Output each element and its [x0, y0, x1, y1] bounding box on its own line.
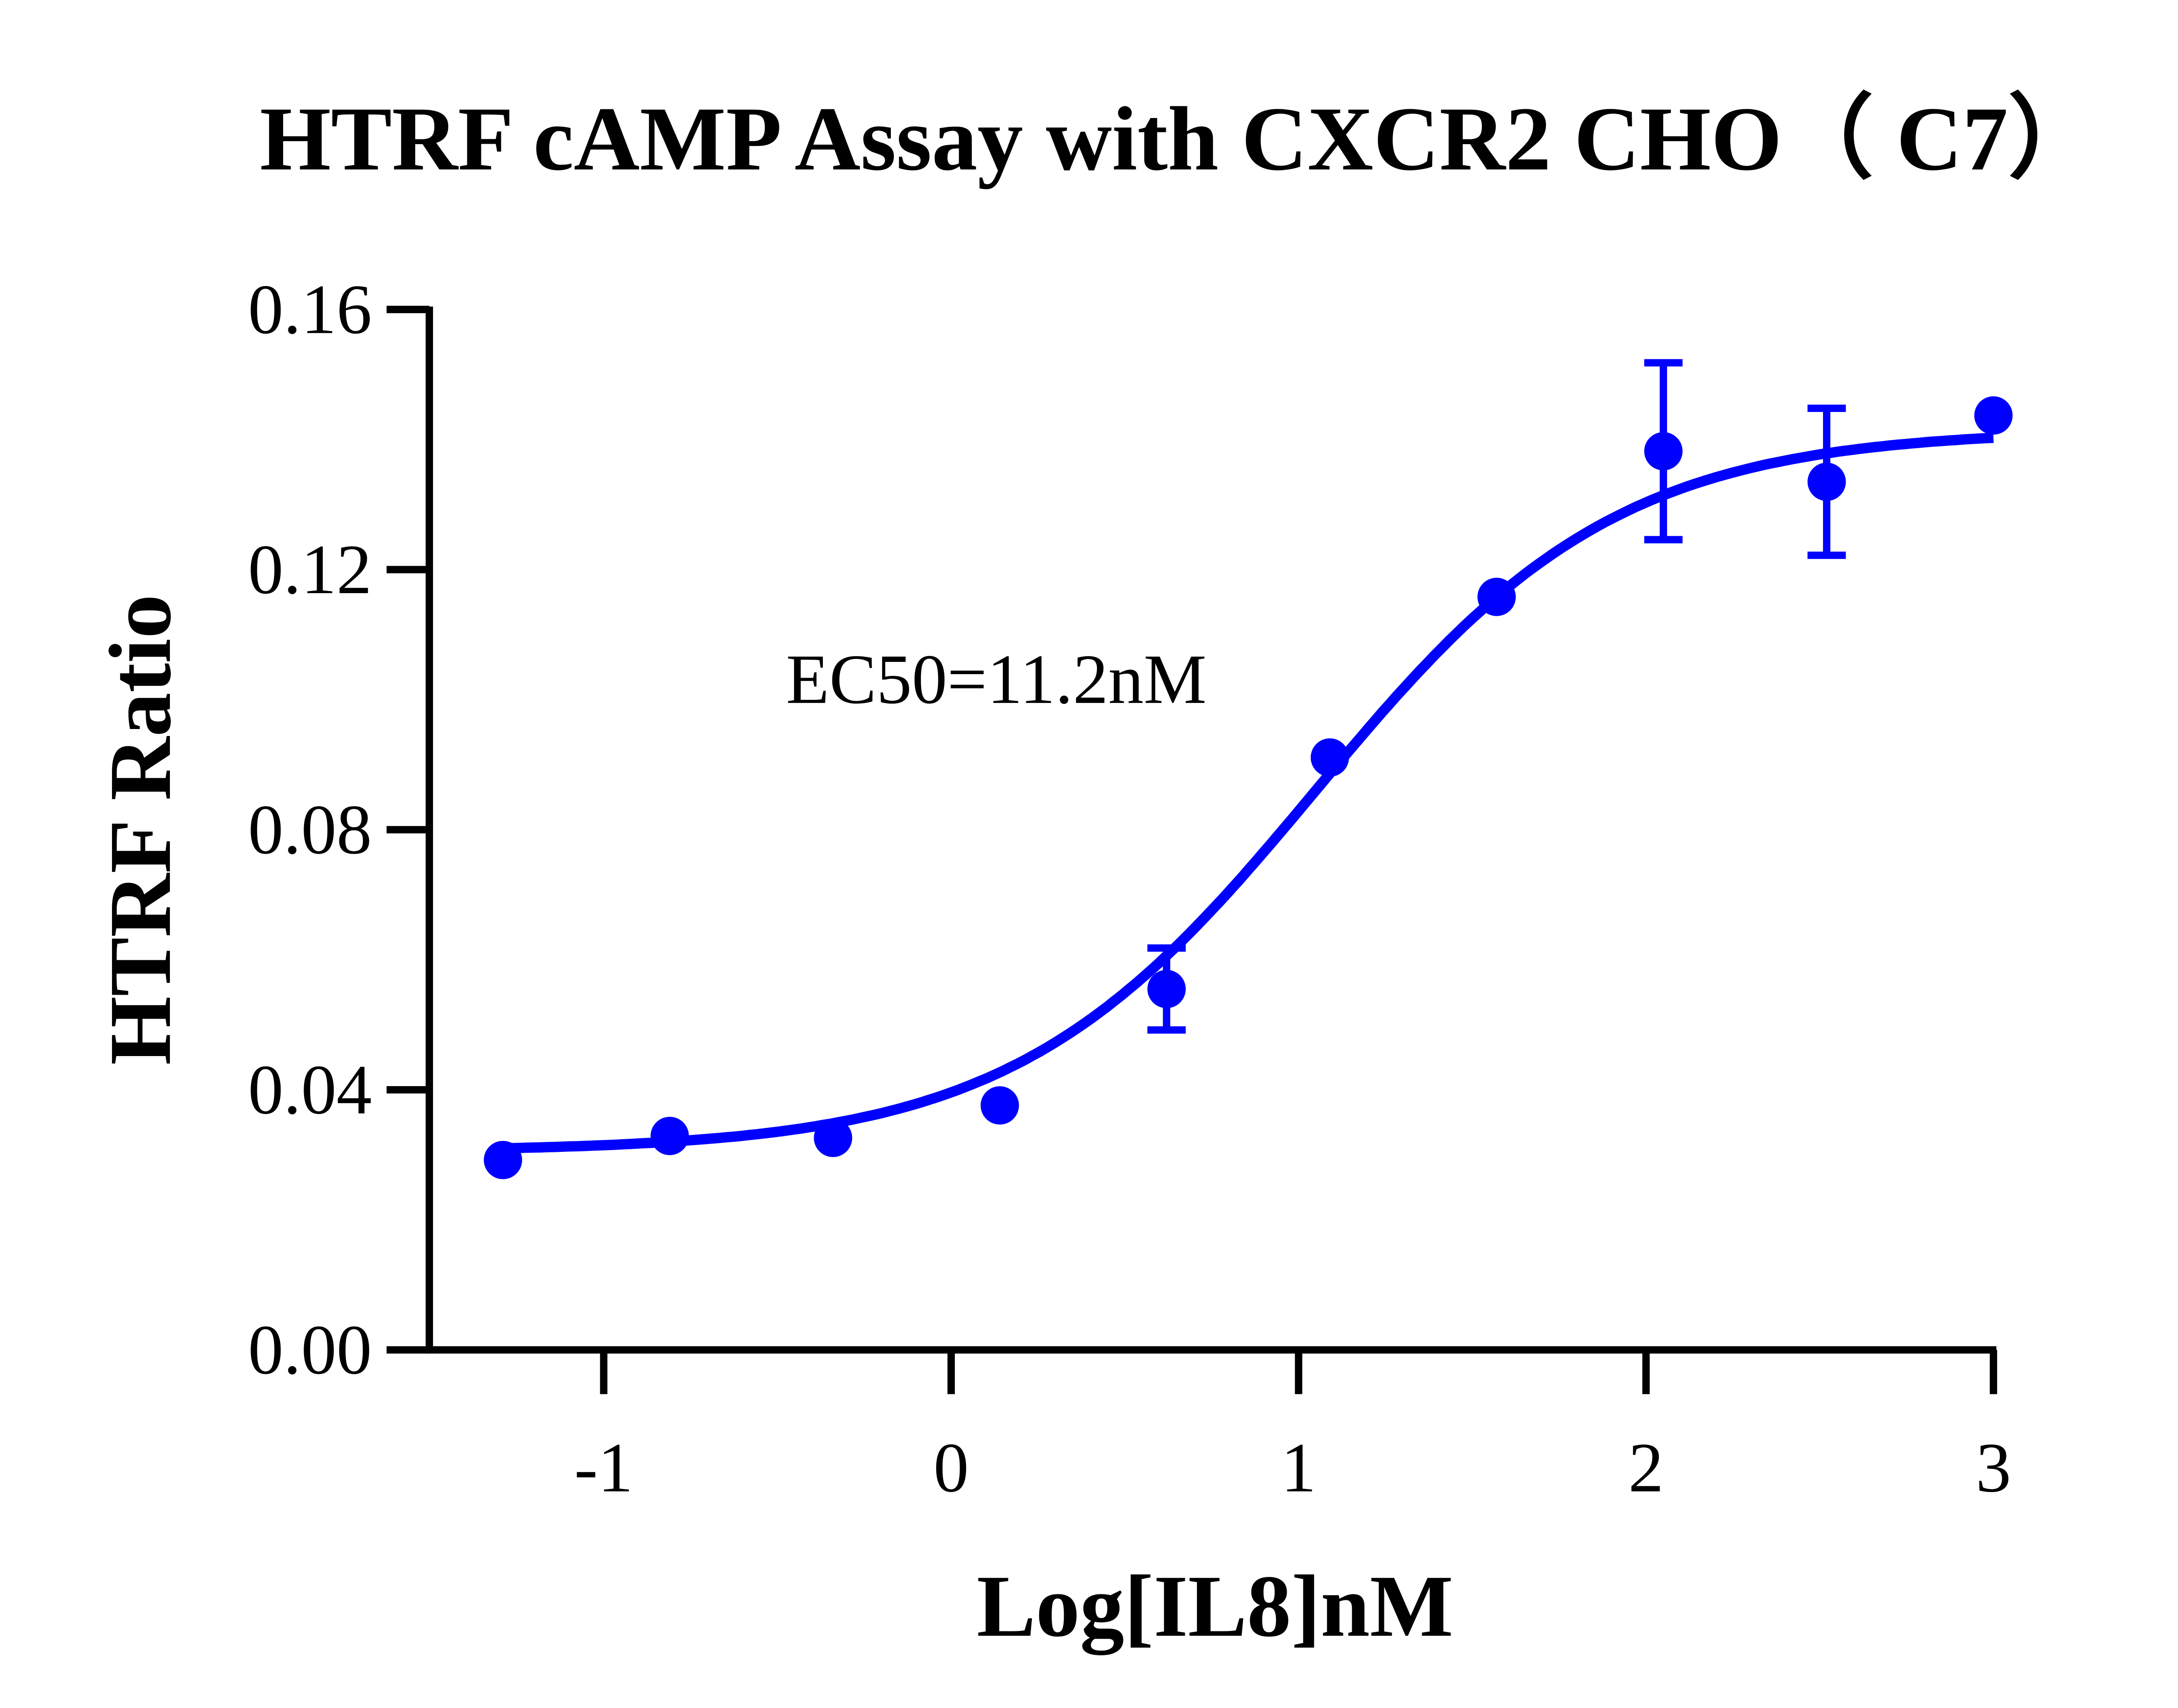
y-tick-label: 0.16: [248, 270, 372, 349]
x-tick-label: -1: [574, 1429, 633, 1507]
x-tick-label: 3: [1976, 1429, 2011, 1507]
x-tick-label: 2: [1628, 1429, 1664, 1507]
data-point: [981, 1086, 1019, 1125]
data-point: [1310, 738, 1349, 777]
data-point: [1147, 969, 1186, 1008]
y-tick-label: 0.04: [248, 1051, 372, 1129]
data-point: [814, 1118, 852, 1157]
data-point: [1477, 577, 1516, 616]
x-tick-label: 1: [1281, 1429, 1316, 1507]
ticks: 0.00 0.04 0.08 0.12 0.16 -1 0 1 2 3: [248, 270, 2011, 1507]
data-points: [484, 359, 2013, 1179]
data-point: [1974, 396, 2013, 435]
y-tick-label: 0.12: [248, 530, 372, 609]
fit-curve: [503, 432, 1994, 1154]
ec50-annotation: EC50=11.2nM: [786, 640, 1207, 719]
fit-curve-group: [503, 432, 1994, 1154]
x-axis-label: Log[IL8]nM: [977, 1557, 1453, 1655]
y-axis-label: HTRF Ratio: [91, 594, 189, 1065]
y-tick-label: 0.08: [248, 790, 372, 869]
data-point: [650, 1117, 689, 1155]
y-tick-label: 0.00: [248, 1311, 372, 1389]
chart-title: HTRF cAMP Assay with CXCR2 CHO（ C7）: [260, 88, 2100, 189]
data-point: [1644, 432, 1683, 471]
x-tick-label: 0: [933, 1429, 969, 1507]
data-point: [484, 1141, 522, 1179]
data-point: [1807, 462, 1846, 501]
